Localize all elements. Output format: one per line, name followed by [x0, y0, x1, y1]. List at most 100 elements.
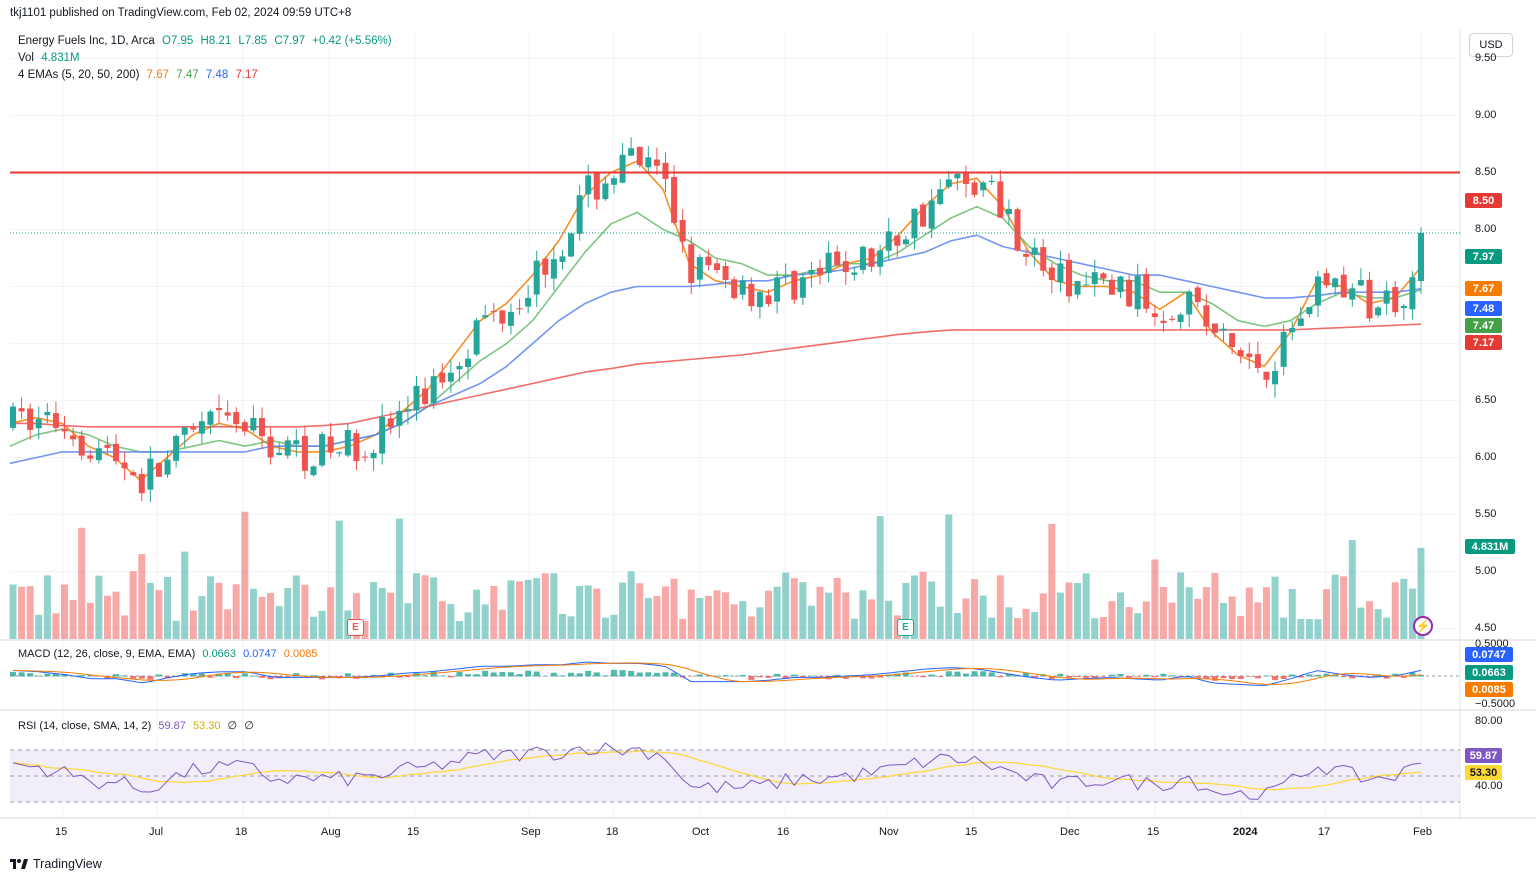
macd-hist-bar [1031, 676, 1038, 679]
macd-hist-bar [1134, 676, 1141, 677]
macd-hist-bar [885, 674, 892, 677]
macd-hist-bar [258, 676, 265, 678]
volume-bar [722, 592, 730, 639]
volume-bar [1022, 608, 1030, 639]
volume-bar [215, 582, 223, 639]
rsi-line [12, 742, 1422, 800]
macd-hist-bar [774, 673, 781, 677]
candle-body [1066, 259, 1072, 297]
volume-bar [1159, 587, 1167, 639]
pane-separators [0, 30, 1536, 819]
rsi-sma-line [12, 750, 1422, 791]
candle-body [370, 453, 377, 459]
volume-bar [1134, 613, 1142, 639]
volume-bar [1013, 618, 1021, 639]
volume-bar [670, 578, 678, 639]
volume-bar [1074, 583, 1082, 639]
volume-bar [1262, 587, 1270, 639]
macd-hist-bar [1400, 676, 1407, 678]
volume-bar [490, 585, 498, 639]
volume-bar [1185, 587, 1193, 639]
macd-hist-bar [1186, 675, 1193, 677]
price-axis-label: 8.00 [1475, 222, 1497, 235]
macd-label[interactable]: MACD (12, 26, close, 9, EMA, EMA) [18, 648, 196, 660]
volume-bar [601, 617, 609, 639]
macd-hist-bar [1057, 673, 1064, 677]
candle-body [27, 408, 34, 430]
symbol-name[interactable]: Energy Fuels Inc, 1D, Arca [18, 35, 155, 47]
time-axis-label: 16 [777, 826, 790, 838]
earnings-badge-1[interactable]: E [347, 619, 364, 636]
candle-body [1349, 288, 1356, 300]
macd-hist-bar [1066, 676, 1072, 678]
macd-hist-bar [1289, 674, 1296, 677]
volume-bar [1211, 572, 1219, 639]
macd-hist-bar [808, 675, 815, 677]
ema-label[interactable]: 4 EMAs (5, 20, 50, 200) [18, 69, 140, 81]
candle-body [1126, 279, 1133, 307]
earnings-badge-2[interactable]: E [897, 619, 914, 636]
candle-body [113, 443, 120, 462]
volume-bar [241, 511, 249, 639]
currency-button[interactable]: USD [1469, 33, 1513, 57]
macd-hist-bar [1297, 676, 1304, 678]
macd-hist-bar [1091, 676, 1098, 679]
volume-bar [1417, 547, 1425, 639]
candle-body [610, 178, 617, 185]
volume-bar [765, 590, 773, 639]
volume-bar [747, 616, 755, 639]
volume-bar [550, 573, 558, 639]
candle-body [1023, 254, 1030, 257]
macd-hist-bar [1280, 676, 1287, 679]
volume-bar [807, 605, 815, 639]
macd-hist-bar [44, 673, 51, 677]
macd-hist-bar [585, 670, 592, 677]
ema50-value: 7.48 [205, 69, 229, 81]
macd-hist-bar [18, 672, 25, 677]
time-axis-label: 15 [407, 826, 420, 838]
volume-bar [790, 578, 798, 639]
candle-body [422, 388, 429, 405]
candle-body [1357, 280, 1364, 286]
volume-bar [704, 596, 712, 639]
macd-hist-bar [748, 676, 755, 680]
volume-bar [739, 601, 747, 639]
macd-hist-bar [1100, 676, 1107, 677]
macd-pane [10, 661, 1460, 686]
macd-hist-bar [791, 674, 798, 677]
volume-bar [996, 575, 1004, 639]
candle-body [507, 311, 514, 326]
macd-signal-value: 0.0085 [283, 648, 318, 660]
volume-bar [661, 586, 669, 639]
macd-hist-bar [894, 673, 901, 677]
macd-hist-bar [1005, 673, 1012, 677]
macd-hist-bar [507, 672, 514, 677]
candle-body [104, 444, 111, 448]
candle-body [593, 172, 600, 200]
macd-hist-bar [988, 672, 995, 677]
macd-hist-bar [198, 673, 205, 677]
symbol-legend: Energy Fuels Inc, 1D, Arca O7.95 H8.21 L… [18, 35, 396, 47]
macd-hist-bar [619, 670, 626, 677]
volume-bar [206, 576, 214, 639]
volume-bar [1245, 587, 1253, 639]
candle-body [1246, 353, 1253, 358]
volume-bar [69, 599, 77, 639]
candle-body [482, 315, 489, 318]
candle-body [276, 452, 283, 456]
footer-brand-text: TradingView [33, 857, 102, 871]
candle-body [404, 409, 411, 412]
candle-body [825, 252, 832, 273]
macd-hist-bar [87, 675, 94, 677]
lightning-icon[interactable]: ⚡ [1413, 616, 1433, 636]
volume-label[interactable]: Vol [18, 52, 34, 64]
volume-bar [146, 582, 154, 639]
volume-bar [1297, 618, 1305, 639]
candle-body [310, 466, 317, 476]
candle-body [550, 259, 557, 279]
volume-bar [902, 582, 910, 639]
rsi-label[interactable]: RSI (14, close, SMA, 14, 2) [18, 720, 152, 732]
macd-hist-bar [1254, 676, 1261, 679]
volume-bar [61, 584, 69, 639]
